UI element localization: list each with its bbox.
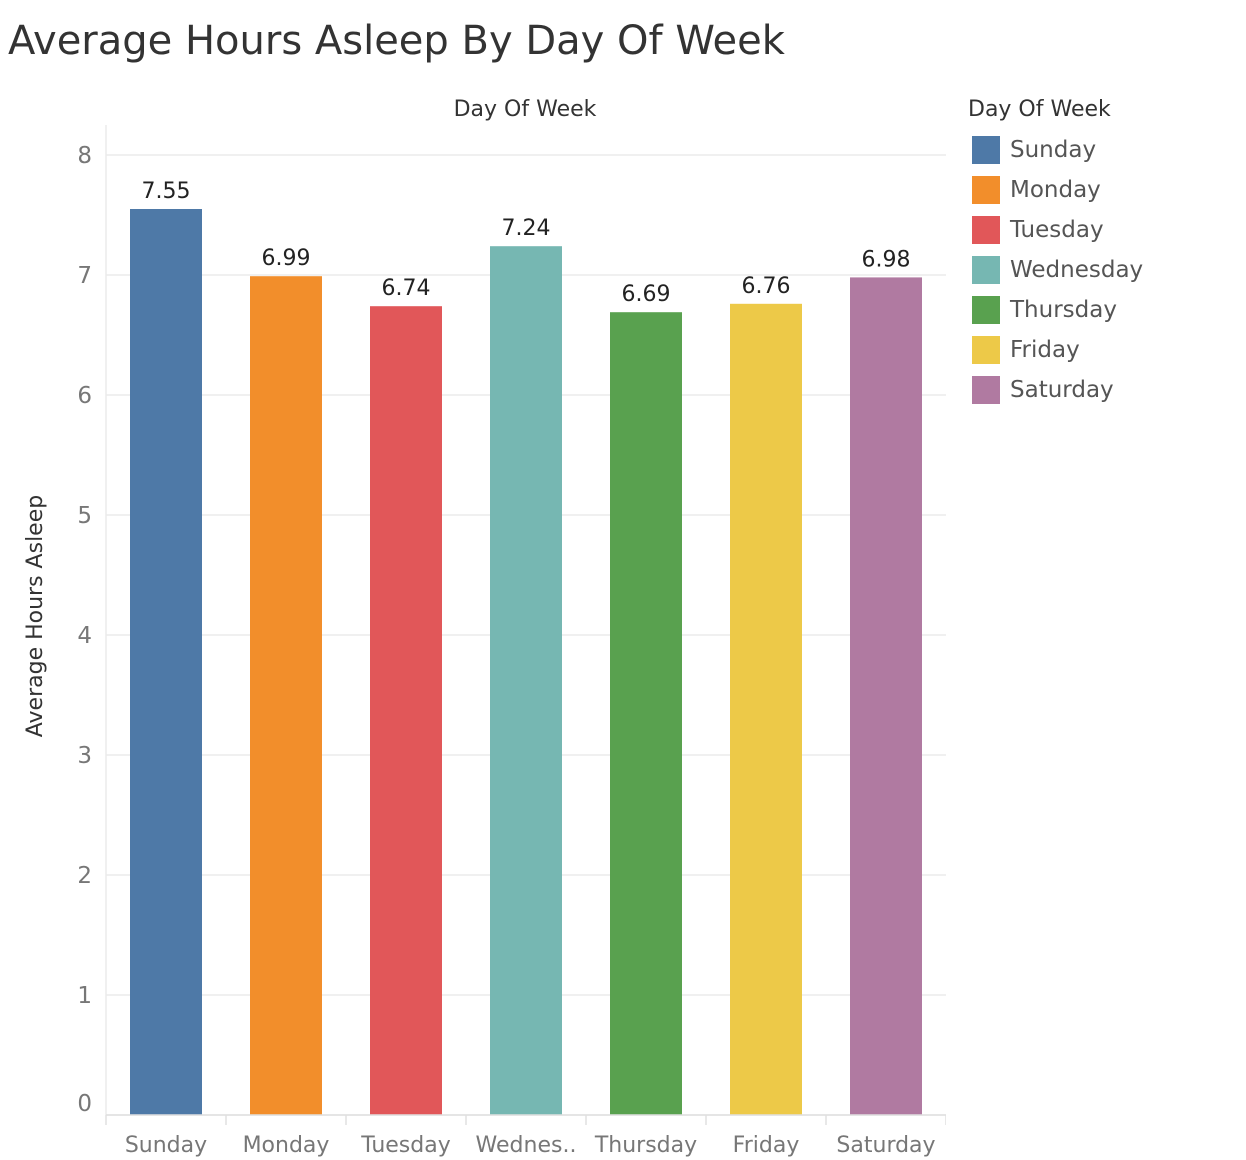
legend-item-monday[interactable]: Monday (968, 170, 1143, 210)
legend-label: Friday (1010, 337, 1080, 363)
bar-monday[interactable] (250, 276, 322, 1115)
x-tick-label: Saturday (836, 1133, 935, 1158)
x-tick-label: Tuesday (360, 1133, 451, 1158)
legend-item-saturday[interactable]: Saturday (968, 370, 1143, 410)
y-tick-label: 8 (77, 143, 92, 169)
y-axis-ticks: 0 1 2 3 4 5 6 7 8 (77, 143, 92, 1117)
y-tick-label: 2 (77, 863, 92, 889)
legend-item-wednesday[interactable]: Wednesday (968, 250, 1143, 290)
x-axis-title: Day Of Week (454, 97, 597, 122)
legend-label: Tuesday (1010, 217, 1104, 243)
legend-item-tuesday[interactable]: Tuesday (968, 210, 1143, 250)
data-label: 6.76 (742, 274, 791, 299)
y-axis-title: Average Hours Asleep (23, 495, 48, 737)
y-tick-label: 3 (77, 743, 92, 769)
legend-label: Sunday (1010, 137, 1097, 163)
x-tick-label: Wednes.. (476, 1133, 577, 1158)
bar-wednesday[interactable] (490, 246, 562, 1115)
legend-label: Wednesday (1010, 257, 1144, 283)
legend-label: Monday (1010, 177, 1101, 203)
bar-tuesday[interactable] (370, 306, 442, 1115)
legend-items: Sunday Monday Tuesday Wednesday Thursday Frid… (968, 130, 1143, 410)
x-tick-label: Monday (243, 1133, 330, 1158)
x-tick-label: Friday (733, 1133, 800, 1158)
data-label: 6.74 (382, 276, 431, 301)
y-tick-label: 5 (77, 503, 92, 529)
legend-item-friday[interactable]: Friday (968, 330, 1143, 370)
bar-friday[interactable] (730, 303, 802, 1115)
legend-swatch (972, 296, 1000, 324)
legend-item-sunday[interactable]: Sunday (968, 130, 1143, 170)
x-axis-ticks: Sunday Monday Tuesday Wednes.. Thursday Frida… (105, 1114, 946, 1158)
bar-sunday[interactable] (130, 209, 202, 1115)
y-tick-label: 1 (77, 983, 92, 1009)
bar-thursday[interactable] (610, 312, 682, 1115)
data-label: 6.69 (622, 282, 671, 307)
data-labels: 7.55 6.99 6.74 7.24 6.69 6.76 6.98 (142, 179, 911, 307)
bar-saturday[interactable] (850, 277, 922, 1115)
legend-swatch (972, 216, 1000, 244)
y-tick-label: 7 (77, 263, 92, 289)
legend-label: Thursday (1010, 297, 1117, 323)
bars (130, 209, 922, 1115)
legend-swatch (972, 376, 1000, 404)
data-label: 7.55 (142, 179, 191, 204)
data-label: 6.98 (862, 247, 911, 272)
y-tick-label: 6 (77, 383, 92, 409)
legend-swatch (972, 336, 1000, 364)
legend-swatch (972, 176, 1000, 204)
x-tick-label: Sunday (125, 1133, 207, 1158)
bar-chart: 0 1 2 3 4 5 6 7 8 7.55 6.99 6.74 7.24 6.69 6.76 6.98 S… (23, 97, 946, 1158)
legend-label: Saturday (1010, 377, 1114, 403)
legend-title: Day Of Week (968, 97, 1111, 122)
legend: Day Of Week Sunday Monday Tuesday Wednesday… (968, 96, 1143, 410)
legend-item-thursday[interactable]: Thursday (968, 290, 1143, 330)
y-tick-label: 4 (77, 623, 92, 649)
legend-swatch (972, 136, 1000, 164)
x-tick-label: Thursday (594, 1133, 697, 1158)
legend-swatch (972, 256, 1000, 284)
data-label: 6.99 (262, 246, 311, 271)
data-label: 7.24 (502, 216, 551, 241)
y-tick-label: 0 (77, 1091, 92, 1117)
chart-title: Average Hours Asleep By Day Of Week (8, 18, 785, 64)
